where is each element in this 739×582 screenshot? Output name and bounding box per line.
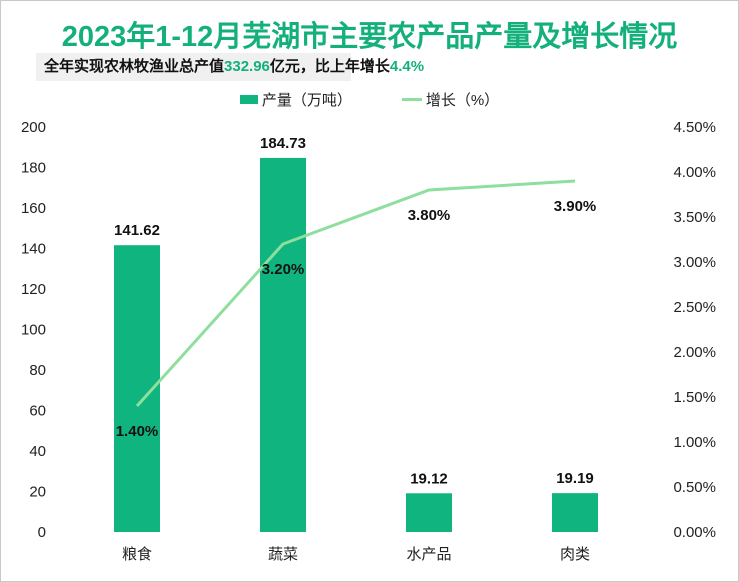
bar-1 — [260, 157, 306, 532]
chart-title: 2023年1-12月芜湖市主要农产品产量及增长情况 — [61, 21, 678, 53]
y2-tick-label: 4.00% — [673, 164, 716, 181]
bar-data-label: 184.73 — [260, 135, 306, 152]
legend-label: 产量（万吨） — [261, 92, 352, 109]
y2-tick-label: 0.50% — [673, 479, 716, 496]
y-tick-label: 180 — [21, 160, 46, 177]
y-tick-label: 140 — [21, 241, 46, 258]
x-tick-label: 蔬菜 — [268, 546, 298, 563]
line-data-label: 3.90% — [554, 198, 597, 215]
y-tick-label: 20 — [29, 484, 46, 501]
bar-3 — [552, 493, 598, 532]
y2-tick-label: 0.00% — [673, 524, 716, 541]
growth-line — [135, 179, 576, 408]
legend-item-output: 产量（万吨） — [239, 89, 352, 110]
y-tick-label: 60 — [29, 403, 46, 420]
line-data-label: 1.40% — [116, 423, 159, 440]
legend-swatch-bar — [239, 95, 258, 104]
x-tick-label: 粮食 — [122, 546, 152, 563]
bar-2 — [406, 493, 452, 532]
bar-data-label: 141.62 — [114, 222, 160, 239]
y2-tick-label: 3.50% — [673, 209, 716, 226]
line-data-label: 3.20% — [262, 261, 305, 278]
y2-tick-label: 3.00% — [673, 254, 716, 271]
y-tick-label: 160 — [21, 200, 46, 217]
chart-subtitle: 全年实现农林牧渔业总产值332.96亿元，比上年增长4.4% — [36, 53, 424, 81]
y2-tick-label: 2.50% — [673, 299, 716, 316]
y2-tick-label: 2.00% — [673, 344, 716, 361]
y-tick-label: 40 — [29, 443, 46, 460]
y2-tick-label: 1.00% — [673, 434, 716, 451]
y-tick-label: 0 — [38, 524, 46, 541]
legend-swatch-line — [401, 98, 422, 101]
subtitle-value-output: 332.96 — [224, 58, 270, 75]
subtitle-prefix: 全年实现农林牧渔业总产值 — [44, 58, 225, 75]
bar-data-label: 19.12 — [410, 470, 448, 487]
legend-label: 增长（%） — [425, 92, 500, 109]
y2-tick-label: 1.50% — [673, 389, 716, 406]
line-data-label: 3.80% — [408, 207, 451, 224]
y-tick-label: 120 — [21, 281, 46, 298]
y-tick-label: 100 — [21, 322, 46, 339]
subtitle-middle: 亿元，比上年增长 — [269, 58, 390, 75]
y-tick-label: 80 — [29, 362, 46, 379]
x-tick-label: 肉类 — [560, 546, 590, 563]
x-tick-label: 水产品 — [406, 546, 451, 563]
subtitle-value-growth: 4.4% — [389, 58, 425, 75]
legend: 产量（万吨） 增长（%） — [1, 89, 738, 110]
y2-tick-label: 4.50% — [673, 119, 716, 136]
bar-data-label: 19.19 — [556, 470, 594, 487]
y-tick-label: 200 — [21, 119, 46, 136]
legend-item-growth: 增长（%） — [401, 89, 500, 110]
